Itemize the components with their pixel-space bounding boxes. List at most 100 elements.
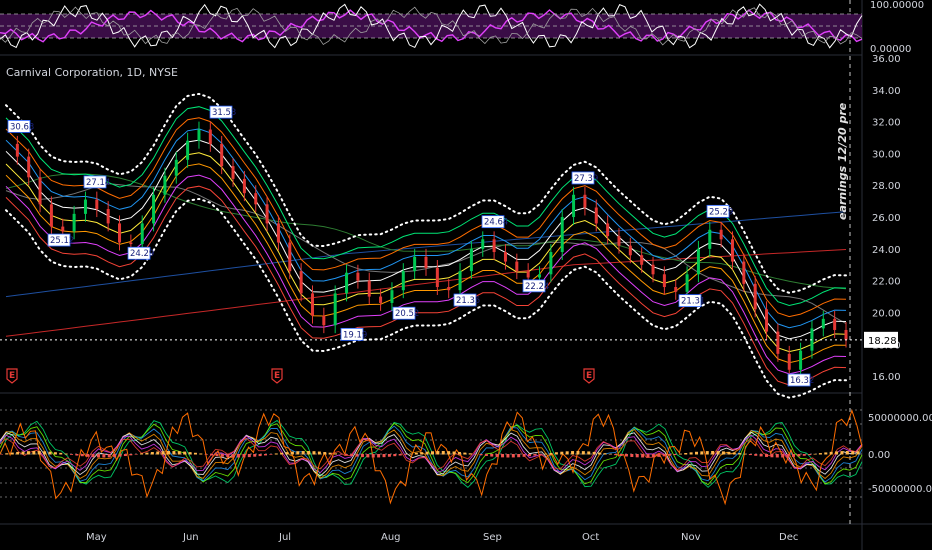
candle-body <box>481 239 485 249</box>
histogram-bar <box>619 454 623 456</box>
histogram-bar <box>172 451 176 455</box>
histogram-bar <box>425 451 429 455</box>
histogram-bar <box>571 451 575 455</box>
histogram-bar <box>140 453 144 455</box>
histogram-bar <box>716 451 720 455</box>
histogram-bar <box>598 452 602 455</box>
candle-body <box>186 140 190 160</box>
histogram-bar <box>193 452 197 455</box>
histogram-bar <box>360 454 364 458</box>
histogram-bar <box>840 451 844 455</box>
band-upper-green <box>5 106 847 307</box>
histogram-bar <box>668 454 672 456</box>
candle-body <box>118 223 122 243</box>
candle-body <box>220 143 224 167</box>
histogram-bar <box>382 454 386 458</box>
ma-long-blue <box>5 211 847 298</box>
histogram-bar <box>80 454 84 457</box>
candle-body <box>753 283 757 310</box>
histogram-bar <box>366 454 370 458</box>
price-tick-label: 36.00 <box>872 54 901 65</box>
candle-body <box>833 318 837 330</box>
price-label: 24.64 <box>484 218 508 228</box>
candle-body <box>322 315 326 326</box>
histogram-bar <box>323 452 327 455</box>
histogram-bar <box>463 452 467 455</box>
histogram-bar <box>835 451 839 455</box>
histogram-bar <box>678 453 682 455</box>
histogram-bar <box>21 451 25 455</box>
month-label: Aug <box>381 532 401 543</box>
histogram-bar <box>75 454 79 456</box>
candle-body <box>83 199 87 214</box>
histogram-bar <box>377 454 381 458</box>
candle-body <box>95 199 99 210</box>
earnings-marker-label: E <box>586 371 592 381</box>
histogram-bar <box>765 454 769 457</box>
histogram-bar <box>759 454 763 457</box>
histogram-bar <box>457 451 461 455</box>
candle-body <box>651 264 655 275</box>
candle-body <box>140 223 144 245</box>
candle-body <box>345 272 349 294</box>
histogram-bar <box>26 451 30 455</box>
histogram-bar <box>797 454 801 457</box>
histogram-bar <box>533 454 537 456</box>
candle-body <box>719 229 723 240</box>
candle-body <box>515 261 519 272</box>
price-label-box <box>706 204 730 218</box>
band-lower-yellow <box>5 152 847 353</box>
price-tick-label: 34.00 <box>872 86 901 97</box>
candle-body <box>662 274 666 288</box>
histogram-bar <box>506 454 510 458</box>
histogram-bar <box>253 454 257 457</box>
histogram-bar <box>479 454 483 456</box>
candle-body <box>174 159 178 176</box>
price-label-box <box>787 373 811 387</box>
histogram-bar <box>748 454 752 456</box>
candle-body <box>583 194 587 208</box>
candle-body <box>617 236 621 246</box>
histogram-bar <box>608 453 612 455</box>
candle-body <box>390 290 394 303</box>
histogram-bar <box>544 453 548 455</box>
earnings-note: earnings 12/20 pre <box>836 102 849 220</box>
candle-body <box>163 175 167 195</box>
band-lower-orange <box>5 163 847 364</box>
price-label: 16.32 <box>790 376 814 386</box>
candle-body <box>72 213 76 232</box>
histogram-bar <box>727 451 731 455</box>
candle-body <box>492 239 496 253</box>
histogram-bar <box>312 451 316 455</box>
histogram-bar <box>307 451 311 455</box>
oscillator-spike-line <box>0 408 863 506</box>
price-label: 30.63 <box>10 122 34 132</box>
histogram-bar <box>16 451 20 455</box>
candle-body <box>152 194 156 224</box>
candle-body <box>742 261 746 284</box>
candle-body <box>821 318 825 329</box>
histogram-bar <box>59 452 63 455</box>
price-label-box <box>209 105 233 119</box>
candle-body <box>208 129 212 144</box>
histogram-bar <box>64 453 68 455</box>
rsi-line-2 <box>0 6 863 46</box>
price-tick-label: 22.00 <box>872 277 901 288</box>
candle-body <box>765 309 769 332</box>
histogram-bar <box>522 454 526 457</box>
histogram-bar <box>258 454 262 457</box>
histogram-bar <box>53 452 57 455</box>
histogram-bar <box>711 451 715 455</box>
candle-body <box>254 193 258 205</box>
histogram-bar <box>220 454 224 457</box>
histogram-bar <box>662 454 666 457</box>
candle-body <box>447 287 451 291</box>
histogram-bar <box>646 454 650 458</box>
candle-body <box>674 287 678 292</box>
candle-body <box>276 223 280 243</box>
histogram-bar <box>70 454 74 455</box>
histogram-bar <box>781 454 785 458</box>
histogram-bar <box>856 451 860 455</box>
